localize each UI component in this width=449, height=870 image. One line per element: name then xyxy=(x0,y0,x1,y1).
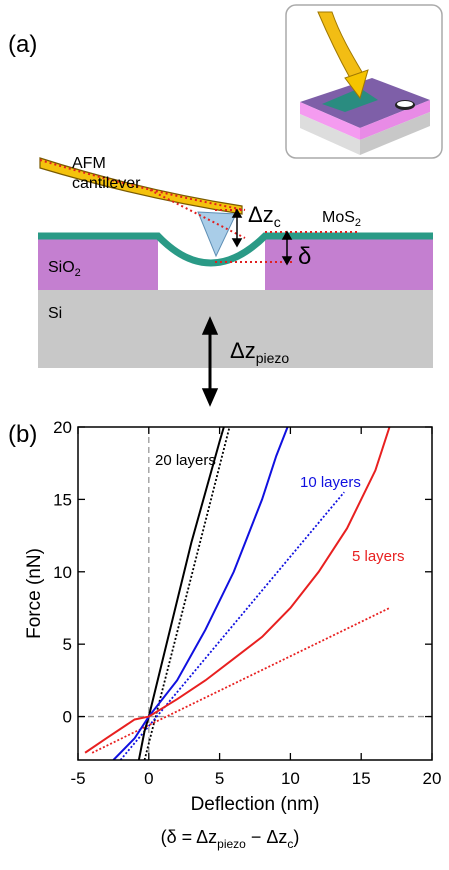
label-sub: piezo xyxy=(256,350,290,366)
note-sub: piezo xyxy=(217,837,246,851)
inset-hole-rim xyxy=(397,101,413,107)
sio2-right xyxy=(265,238,433,290)
series-label: 10 layers xyxy=(300,474,361,491)
x-tick-label: 15 xyxy=(352,769,371,788)
x-tick-label: 20 xyxy=(423,769,442,788)
cantilever xyxy=(40,158,242,214)
y-tick-label: 0 xyxy=(63,708,72,727)
x-tick-label: 5 xyxy=(215,769,224,788)
delta-label: δ xyxy=(298,243,311,270)
y-tick-label: 5 xyxy=(63,635,72,654)
si-label: Si xyxy=(48,305,62,322)
plot-frame xyxy=(78,427,432,760)
label-sub: 2 xyxy=(75,267,81,279)
y-tick-label: 15 xyxy=(53,490,72,509)
panel-label: (a) xyxy=(8,31,37,58)
y-tick-label: 20 xyxy=(53,418,72,437)
mos2-label: MoS2 xyxy=(322,209,361,229)
label-main: MoS xyxy=(322,209,355,226)
label-main: SiO xyxy=(48,259,75,276)
data-line xyxy=(113,427,287,760)
cantilever-label: AFM xyxy=(72,155,106,172)
note-main: − Δz xyxy=(246,827,288,847)
label-sub: c xyxy=(274,214,281,230)
panel-b: (b) -5 0 5 10 15 20 0 5 10 15 20 20 layers 10 layers 5… xyxy=(8,418,441,851)
note-main: ) xyxy=(293,827,299,847)
series-label: 5 layers xyxy=(352,548,405,565)
tip xyxy=(198,212,236,256)
note: (δ = Δzpiezo − Δzc) xyxy=(161,827,300,851)
fit-line xyxy=(92,608,389,753)
y-tick-label: 10 xyxy=(53,563,72,582)
fit-line xyxy=(145,427,230,760)
panel-label: (b) xyxy=(8,421,37,448)
data-line xyxy=(139,427,224,760)
note-main: (δ = Δz xyxy=(161,827,218,847)
x-axis-label: Deflection (nm) xyxy=(191,794,320,815)
label-main: Δz xyxy=(248,202,274,227)
fit-line xyxy=(120,492,344,760)
y-axis-label: Force (nN) xyxy=(24,548,45,639)
label-main: Δz xyxy=(230,338,256,363)
cantilever-label: cantilever xyxy=(72,175,141,192)
x-tick-label: -5 xyxy=(70,769,85,788)
x-tick-label: 0 xyxy=(144,769,153,788)
label-sub: 2 xyxy=(355,217,361,229)
panel-a: (a) AFM cantilever Δzc MoS2 SiO2 δ Si Δz… xyxy=(8,5,442,405)
dz-c-label: Δzc xyxy=(248,202,281,230)
series-label: 20 layers xyxy=(155,452,216,469)
figure: (a) AFM cantilever Δzc MoS2 SiO2 δ Si Δz… xyxy=(0,0,449,865)
x-tick-label: 10 xyxy=(281,769,300,788)
